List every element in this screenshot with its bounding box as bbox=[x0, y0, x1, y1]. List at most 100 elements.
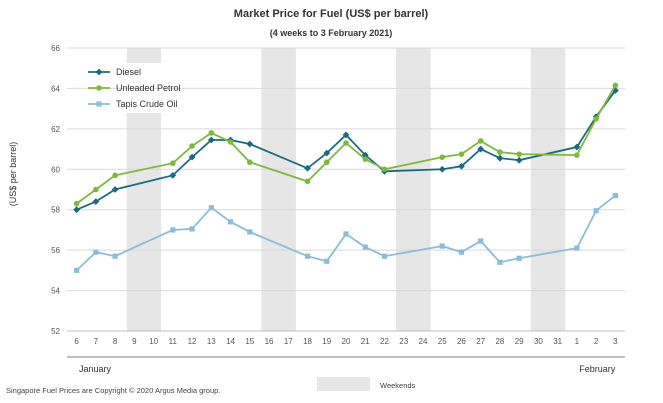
chart-title: Market Price for Fuel (US$ per barrel) bbox=[234, 8, 429, 20]
x-tick-label: 26 bbox=[457, 337, 466, 346]
y-tick-label: 58 bbox=[51, 206, 60, 215]
data-point bbox=[74, 267, 80, 273]
x-tick-label: 2 bbox=[594, 337, 599, 346]
x-tick-label: 1 bbox=[575, 337, 580, 346]
y-tick-label: 62 bbox=[51, 125, 60, 134]
month-label: January bbox=[79, 364, 112, 374]
x-tick-label: 30 bbox=[534, 337, 543, 346]
data-point bbox=[593, 208, 599, 214]
series-lines bbox=[73, 82, 619, 273]
data-point bbox=[516, 255, 522, 261]
data-point bbox=[227, 219, 234, 225]
data-point bbox=[73, 206, 81, 214]
y-tick-label: 54 bbox=[51, 287, 60, 296]
data-point bbox=[574, 152, 580, 158]
copyright-note: Singapore Fuel Prices are Copyright © 20… bbox=[6, 386, 220, 395]
data-point bbox=[227, 139, 234, 145]
data-point bbox=[304, 164, 311, 172]
data-point bbox=[458, 249, 465, 255]
data-point bbox=[343, 140, 349, 146]
legend-label: Diesel bbox=[116, 67, 141, 77]
data-point bbox=[323, 159, 330, 166]
x-tick-label: 3 bbox=[613, 337, 618, 346]
x-tick-label: 11 bbox=[169, 337, 178, 346]
data-point bbox=[497, 259, 503, 265]
x-tick-label: 24 bbox=[419, 337, 428, 346]
x-tick-label: 19 bbox=[322, 337, 331, 346]
x-tick-label: 15 bbox=[245, 337, 254, 346]
data-point bbox=[438, 165, 446, 173]
x-tick-label: 10 bbox=[149, 337, 158, 346]
legend-label: Tapis Crude Oil bbox=[116, 99, 178, 109]
data-point bbox=[381, 166, 388, 173]
x-tick-label: 7 bbox=[94, 337, 99, 346]
data-point bbox=[304, 253, 311, 259]
chart-subtitle: (4 weeks to 3 February 2021) bbox=[270, 28, 393, 38]
data-point bbox=[496, 154, 504, 162]
data-point bbox=[574, 245, 580, 251]
x-tick-label: 25 bbox=[438, 337, 447, 346]
data-point bbox=[497, 149, 503, 155]
data-point bbox=[381, 253, 388, 259]
x-tick-label: 14 bbox=[226, 337, 235, 346]
y-tick-label: 64 bbox=[51, 84, 60, 93]
y-tick-label: 60 bbox=[51, 165, 60, 174]
data-point bbox=[93, 249, 99, 255]
x-tick-label: 9 bbox=[132, 337, 137, 346]
data-point bbox=[112, 172, 118, 179]
data-point bbox=[189, 143, 195, 149]
data-point bbox=[458, 162, 465, 170]
data-point bbox=[93, 186, 99, 193]
data-point bbox=[207, 136, 215, 144]
y-tick-label: 66 bbox=[51, 44, 60, 53]
series-unleaded-petrol bbox=[73, 82, 619, 207]
weekend-band bbox=[530, 48, 566, 331]
data-point bbox=[73, 200, 80, 207]
data-point bbox=[612, 192, 618, 199]
weekend-bands bbox=[126, 48, 566, 331]
x-tick-label: 17 bbox=[284, 337, 293, 346]
x-tick-label: 6 bbox=[74, 337, 79, 346]
x-tick-label: 13 bbox=[207, 337, 216, 346]
weekend-band bbox=[261, 48, 296, 331]
x-tick-label: 27 bbox=[476, 337, 485, 346]
x-tick-label: 12 bbox=[188, 337, 197, 346]
data-point bbox=[515, 156, 523, 164]
data-point bbox=[246, 140, 254, 148]
data-point bbox=[96, 101, 102, 107]
data-point bbox=[478, 238, 484, 244]
y-axis-label: (US$ per barrel) bbox=[8, 142, 18, 207]
x-tick-label: 18 bbox=[303, 337, 312, 346]
weekend-band bbox=[396, 48, 431, 331]
data-point bbox=[362, 156, 369, 162]
data-point bbox=[324, 258, 330, 264]
data-point bbox=[362, 244, 368, 250]
data-point bbox=[112, 253, 118, 259]
data-point bbox=[573, 143, 581, 151]
data-point bbox=[516, 151, 522, 157]
data-point bbox=[96, 85, 102, 91]
axes: 6 7 8 9 10 11 12 13 14 15 16 17 18 19 20 21 22 23 24 25 26 27… bbox=[67, 330, 625, 374]
data-point bbox=[247, 229, 253, 235]
data-point bbox=[189, 226, 195, 232]
y-tick-label: 52 bbox=[51, 327, 60, 336]
x-tick-label: 31 bbox=[553, 337, 562, 346]
data-point bbox=[304, 178, 311, 185]
y-tick-label: 56 bbox=[51, 246, 60, 255]
series-tapis-crude-oil bbox=[74, 192, 618, 273]
x-tick-label: 21 bbox=[361, 337, 370, 346]
legend-label: Unleaded Petrol bbox=[116, 83, 181, 93]
data-point bbox=[593, 115, 599, 122]
data-point bbox=[612, 82, 619, 89]
legend: Diesel Unleaded Petrol Tapis Crude Oil bbox=[88, 67, 181, 109]
data-point bbox=[170, 160, 176, 167]
data-point bbox=[246, 159, 253, 166]
data-point bbox=[361, 151, 369, 159]
data-point bbox=[111, 186, 119, 193]
data-point bbox=[477, 138, 484, 144]
data-point bbox=[170, 227, 176, 233]
x-tick-label: 28 bbox=[495, 337, 504, 346]
weekends-legend-label: Weekends bbox=[380, 381, 416, 390]
x-tick-label: 22 bbox=[380, 337, 389, 346]
